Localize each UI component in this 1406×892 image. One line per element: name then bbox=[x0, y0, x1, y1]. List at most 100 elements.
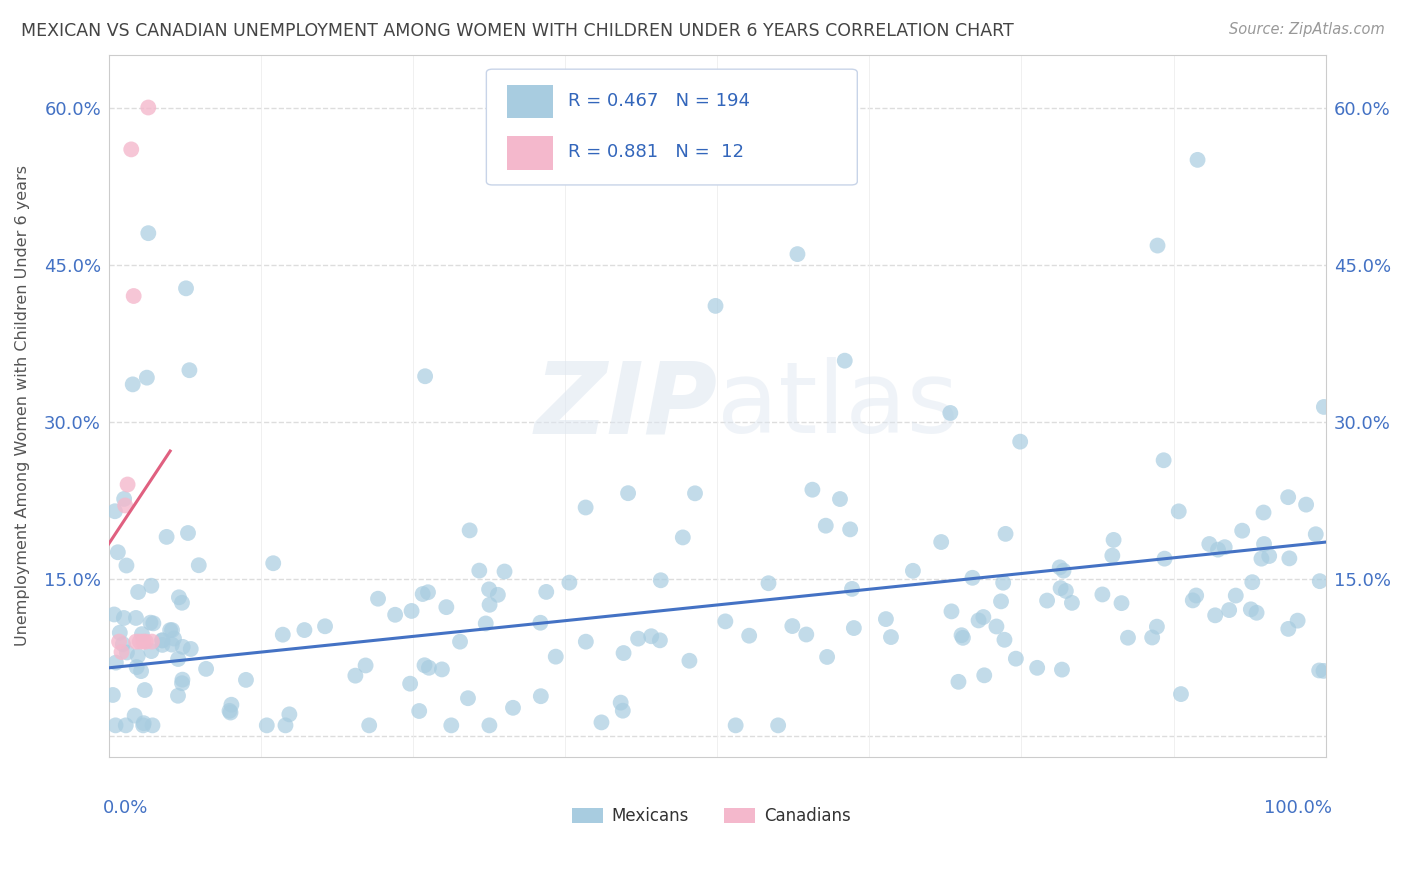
Point bbox=[724, 718, 747, 732]
Point bbox=[110, 645, 132, 659]
Point bbox=[132, 716, 155, 731]
Point bbox=[683, 486, 706, 500]
Point bbox=[474, 616, 496, 631]
Point bbox=[124, 708, 146, 723]
Point bbox=[1167, 504, 1189, 518]
Point bbox=[440, 718, 463, 732]
Point bbox=[120, 142, 142, 156]
Point bbox=[1181, 593, 1204, 607]
Point bbox=[354, 658, 377, 673]
Point bbox=[141, 579, 163, 593]
Point bbox=[125, 611, 148, 625]
Point bbox=[218, 704, 240, 718]
Point bbox=[413, 658, 436, 673]
Point bbox=[127, 585, 149, 599]
Point bbox=[613, 646, 636, 660]
Point bbox=[101, 688, 124, 702]
Point bbox=[1250, 551, 1272, 566]
Point bbox=[1052, 564, 1074, 578]
Point bbox=[1218, 603, 1240, 617]
Point bbox=[591, 715, 613, 730]
Point bbox=[163, 632, 186, 646]
Text: Mexicans: Mexicans bbox=[612, 806, 689, 825]
Point bbox=[478, 582, 501, 597]
Point bbox=[973, 668, 995, 682]
Text: R = 0.467   N = 194: R = 0.467 N = 194 bbox=[568, 92, 749, 110]
Point bbox=[948, 674, 970, 689]
Point bbox=[815, 649, 838, 664]
Point bbox=[167, 652, 190, 666]
Point bbox=[430, 662, 453, 676]
Point bbox=[1146, 238, 1168, 252]
Point bbox=[367, 591, 389, 606]
Point bbox=[1146, 620, 1168, 634]
Point bbox=[1253, 537, 1275, 551]
Point bbox=[221, 698, 243, 712]
Point bbox=[1313, 400, 1336, 414]
Point bbox=[187, 558, 209, 573]
Point bbox=[494, 565, 516, 579]
Point bbox=[704, 299, 727, 313]
Point bbox=[814, 518, 837, 533]
Point bbox=[1246, 606, 1268, 620]
Point bbox=[530, 689, 553, 703]
Point bbox=[990, 594, 1012, 608]
Text: ZIP: ZIP bbox=[534, 358, 717, 454]
Point bbox=[801, 483, 824, 497]
Point bbox=[108, 625, 131, 640]
Point bbox=[939, 406, 962, 420]
Point bbox=[107, 545, 129, 559]
Point bbox=[132, 634, 155, 648]
Point bbox=[1116, 631, 1139, 645]
Point bbox=[125, 660, 148, 674]
Point bbox=[159, 623, 181, 637]
Text: 0.0%: 0.0% bbox=[103, 799, 149, 817]
Point bbox=[794, 627, 817, 641]
Text: atlas: atlas bbox=[717, 358, 959, 454]
Point bbox=[1258, 549, 1281, 563]
Text: Source: ZipAtlas.com: Source: ZipAtlas.com bbox=[1229, 22, 1385, 37]
Point bbox=[103, 607, 125, 622]
Point bbox=[458, 524, 481, 538]
Point bbox=[136, 101, 159, 115]
Point bbox=[1050, 663, 1073, 677]
Point bbox=[575, 634, 598, 648]
Point bbox=[650, 574, 672, 588]
Bar bbox=[724, 808, 755, 823]
Point bbox=[880, 630, 903, 644]
FancyBboxPatch shape bbox=[486, 70, 858, 185]
Point bbox=[401, 604, 423, 618]
Point bbox=[115, 558, 138, 573]
Point bbox=[496, 169, 519, 184]
Point bbox=[1295, 498, 1317, 512]
Point bbox=[155, 530, 177, 544]
Point bbox=[1010, 434, 1032, 449]
Point bbox=[1091, 587, 1114, 601]
Bar bbox=[508, 136, 553, 169]
Point bbox=[558, 575, 581, 590]
Point bbox=[115, 645, 138, 659]
Point bbox=[314, 619, 336, 633]
Point bbox=[112, 491, 135, 506]
Point bbox=[929, 535, 952, 549]
Point bbox=[399, 676, 422, 690]
Point bbox=[408, 704, 430, 718]
Point bbox=[1278, 551, 1301, 566]
Point bbox=[901, 564, 924, 578]
Point bbox=[834, 353, 856, 368]
Point bbox=[766, 718, 789, 732]
Point bbox=[167, 591, 190, 605]
Point bbox=[434, 600, 457, 615]
Point bbox=[786, 247, 808, 261]
Point bbox=[502, 701, 524, 715]
Point bbox=[875, 612, 897, 626]
Point bbox=[141, 634, 163, 648]
Point bbox=[104, 656, 127, 670]
Point bbox=[134, 683, 156, 698]
Point bbox=[1111, 596, 1133, 610]
Point bbox=[1140, 631, 1163, 645]
Point bbox=[1240, 602, 1263, 616]
Point bbox=[478, 718, 501, 732]
Point bbox=[1213, 540, 1236, 554]
Point bbox=[648, 633, 671, 648]
